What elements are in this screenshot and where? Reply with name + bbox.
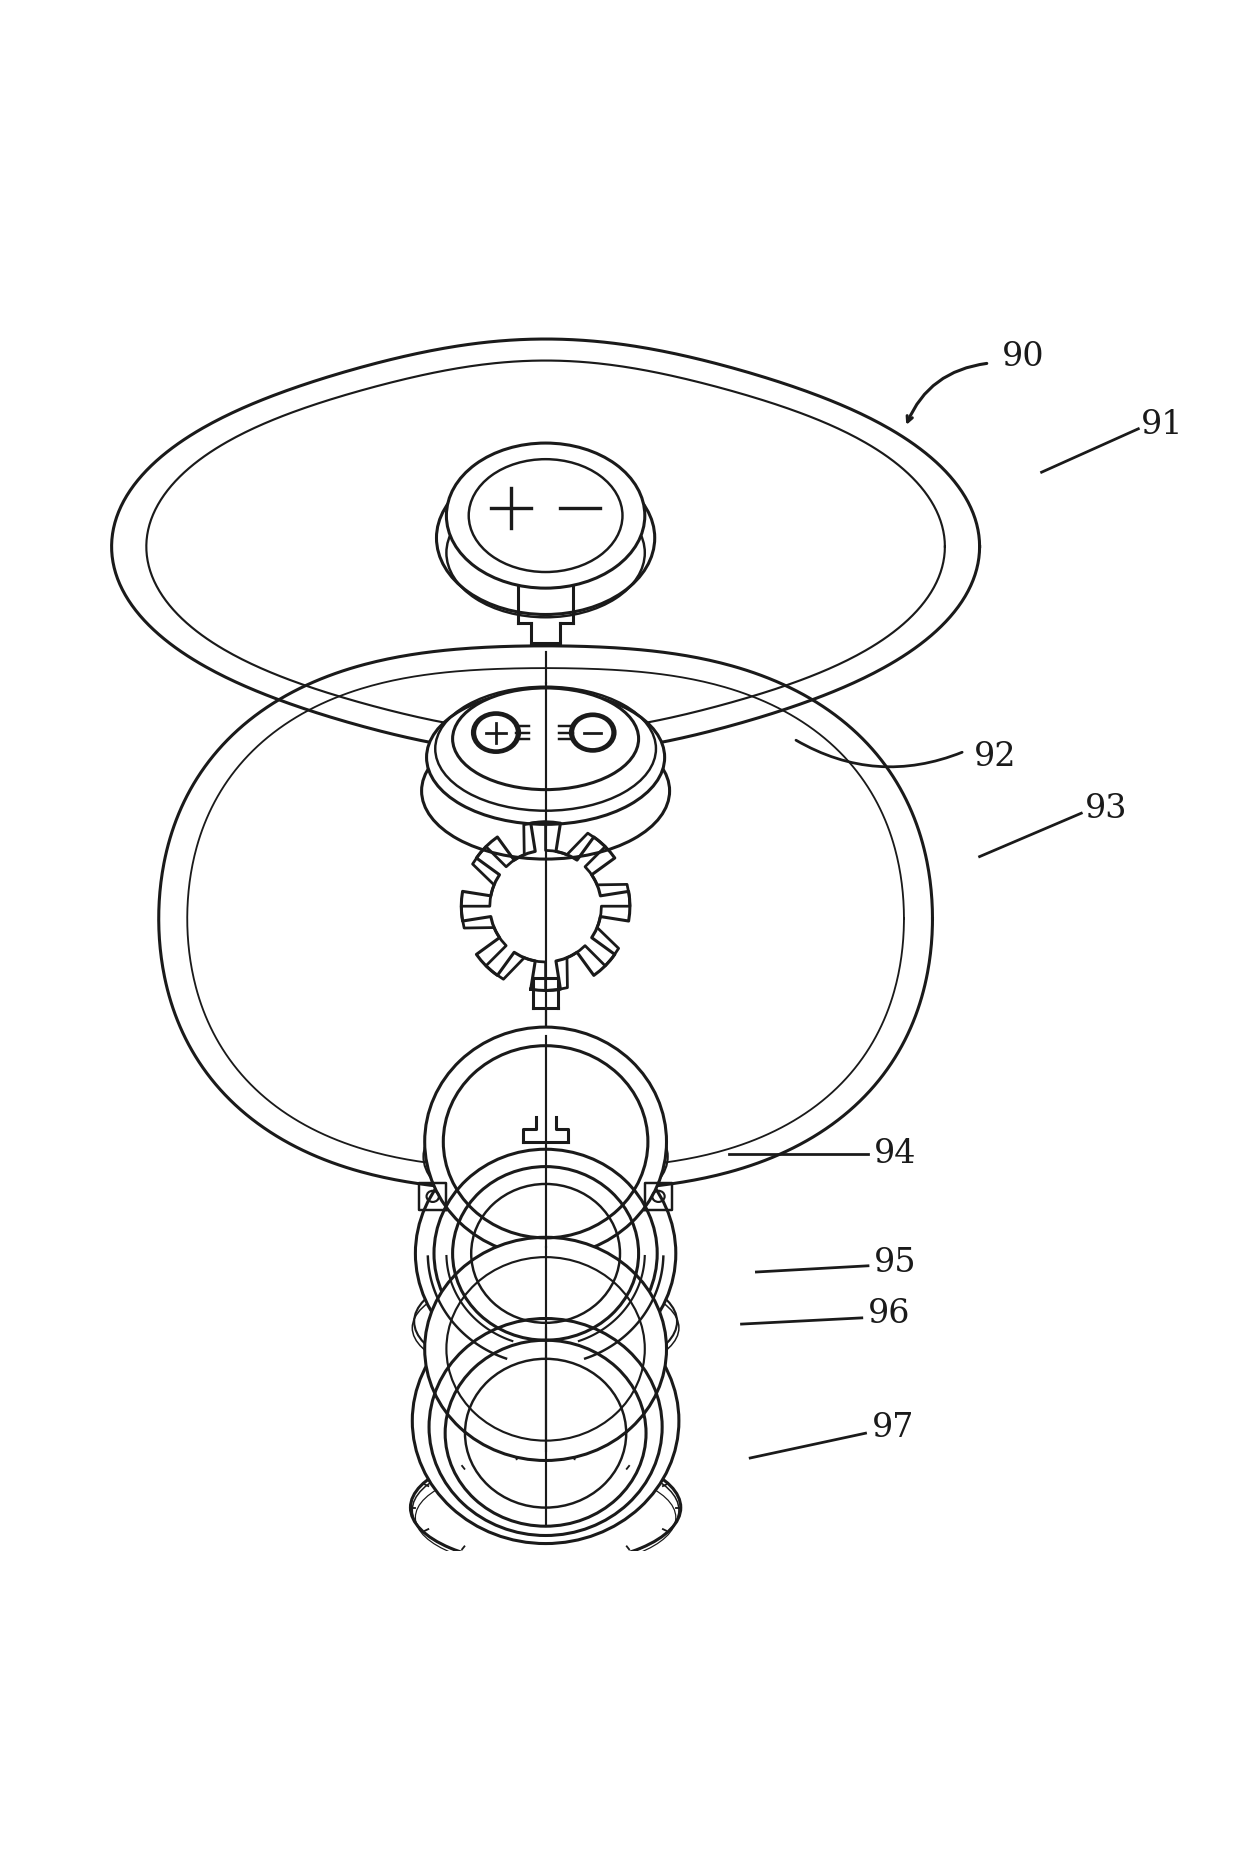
Text: 92: 92	[973, 741, 1016, 773]
Text: 96: 96	[868, 1298, 910, 1329]
Text: 97: 97	[872, 1411, 914, 1445]
Ellipse shape	[446, 443, 645, 588]
Ellipse shape	[424, 1236, 667, 1460]
Ellipse shape	[410, 1450, 681, 1564]
Text: 93: 93	[1085, 793, 1127, 825]
Ellipse shape	[472, 713, 520, 752]
Text: 90: 90	[1002, 341, 1044, 372]
Ellipse shape	[422, 722, 670, 858]
Text: 95: 95	[874, 1248, 916, 1279]
Ellipse shape	[424, 1028, 667, 1257]
Ellipse shape	[477, 717, 515, 749]
Ellipse shape	[427, 691, 665, 825]
Ellipse shape	[415, 1132, 676, 1374]
Ellipse shape	[575, 719, 610, 747]
Ellipse shape	[453, 687, 639, 789]
Ellipse shape	[570, 713, 615, 750]
Text: 91: 91	[1141, 410, 1183, 441]
Ellipse shape	[412, 1298, 680, 1544]
Text: 94: 94	[874, 1138, 916, 1169]
Ellipse shape	[436, 462, 655, 614]
